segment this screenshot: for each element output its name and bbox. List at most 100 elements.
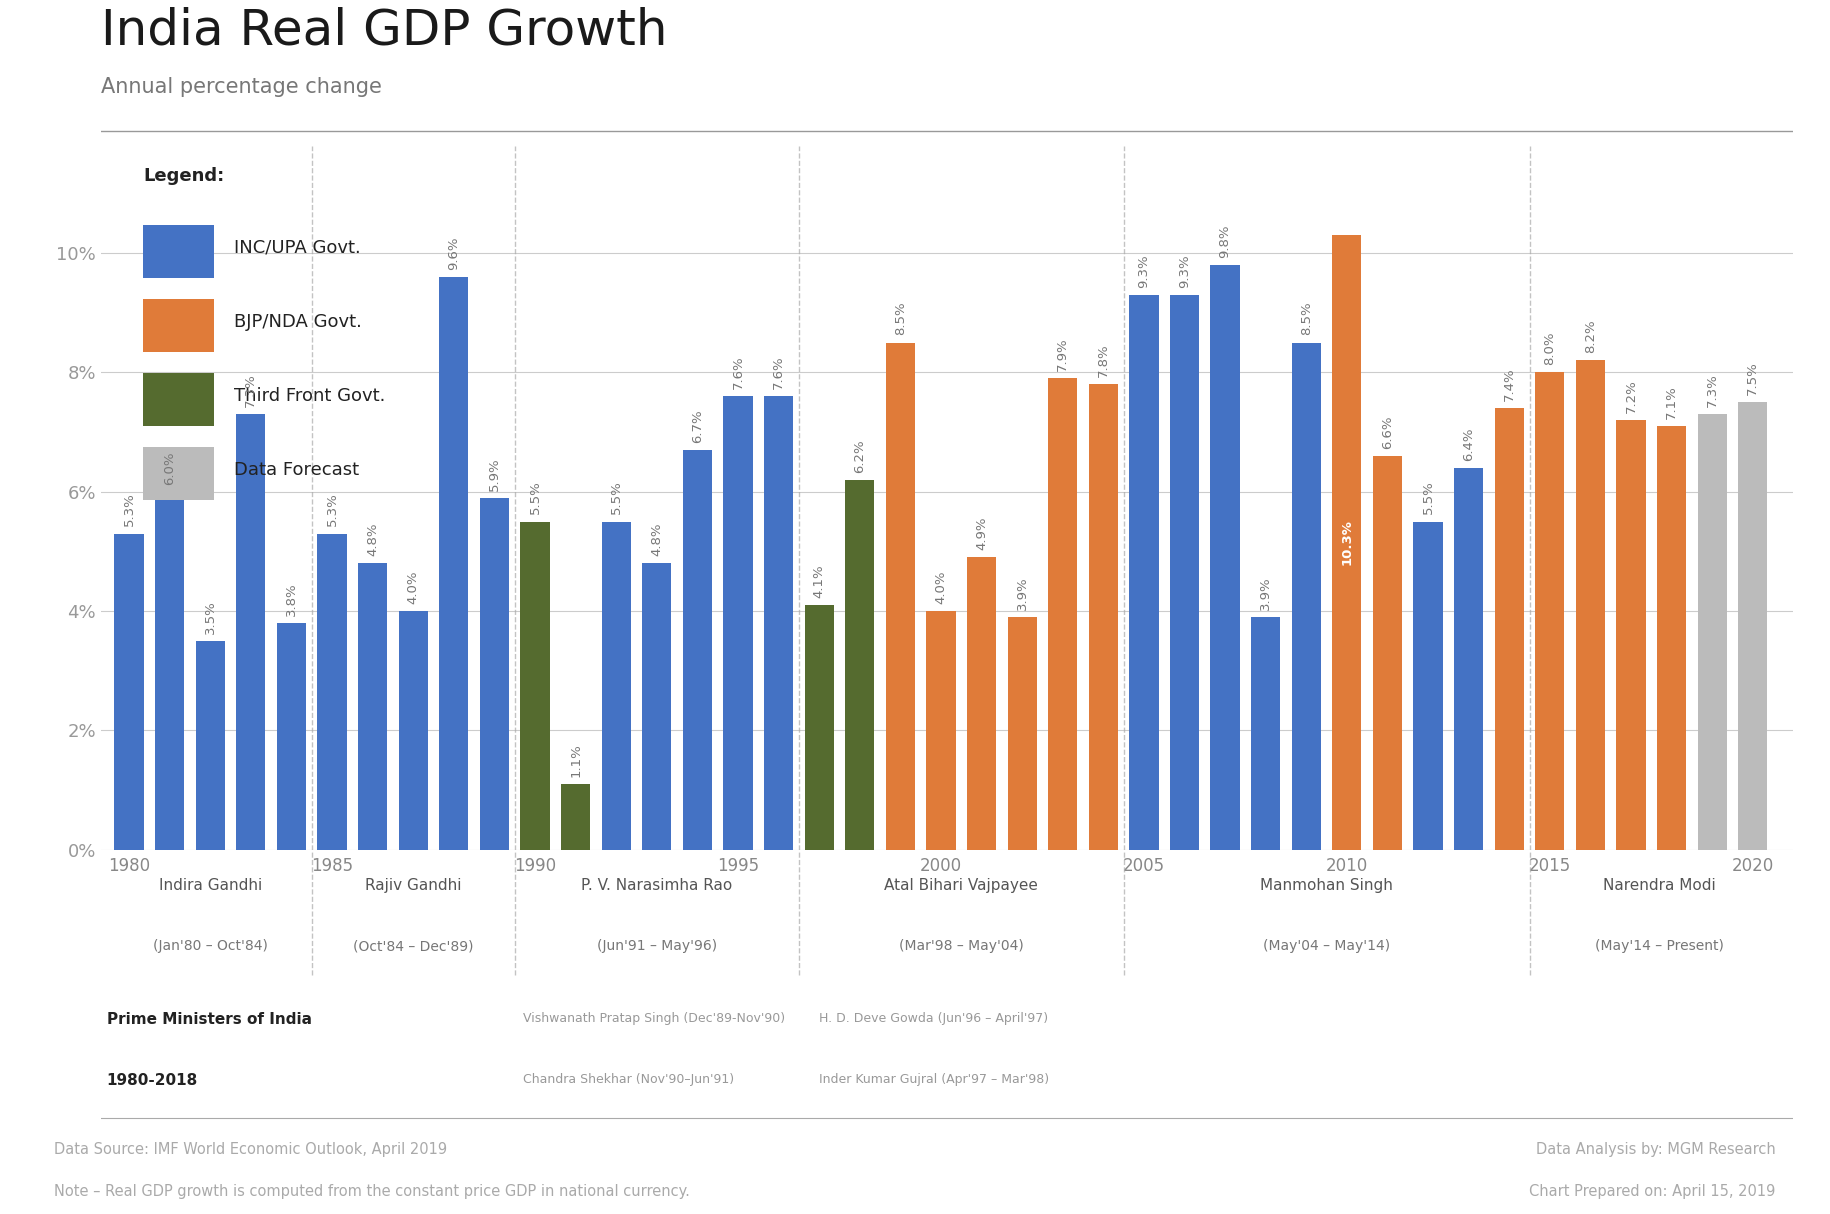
Text: Note – Real GDP growth is computed from the constant price GDP in national curre: Note – Real GDP growth is computed from … <box>55 1185 690 1199</box>
Text: (Jun'91 – May'96): (Jun'91 – May'96) <box>597 940 717 953</box>
Bar <box>845 480 875 850</box>
Text: 7.3%: 7.3% <box>245 373 258 407</box>
Bar <box>1008 617 1038 850</box>
Text: 6.4%: 6.4% <box>1462 427 1475 461</box>
Text: 5.5%: 5.5% <box>609 481 622 515</box>
Bar <box>1495 408 1524 850</box>
Bar <box>439 277 468 850</box>
Text: (Mar'98 – May'04): (Mar'98 – May'04) <box>899 940 1023 953</box>
Text: Narendra Modi: Narendra Modi <box>1603 878 1717 892</box>
Text: Third Front Govt.: Third Front Govt. <box>234 386 386 404</box>
Text: 7.5%: 7.5% <box>1746 362 1759 395</box>
Text: H. D. Deve Gowda (Jun'96 – April'97): H. D. Deve Gowda (Jun'96 – April'97) <box>820 1011 1049 1025</box>
Bar <box>966 557 996 850</box>
Text: Prime Ministers of India: Prime Ministers of India <box>106 1011 311 1027</box>
Bar <box>886 342 915 850</box>
Text: BJP/NDA Govt.: BJP/NDA Govt. <box>234 313 362 330</box>
Text: 7.8%: 7.8% <box>1096 344 1109 378</box>
Bar <box>1169 295 1199 850</box>
Text: 6.0%: 6.0% <box>163 452 176 484</box>
Bar <box>399 611 428 850</box>
Text: INC/UPA Govt.: INC/UPA Govt. <box>234 239 361 257</box>
Text: 4.0%: 4.0% <box>406 571 419 603</box>
Text: Chandra Shekhar (Nov'90–Jun'91): Chandra Shekhar (Nov'90–Jun'91) <box>523 1073 734 1087</box>
Text: 7.6%: 7.6% <box>732 356 745 390</box>
FancyBboxPatch shape <box>143 373 214 426</box>
Bar <box>196 641 225 850</box>
Text: 7.6%: 7.6% <box>772 356 785 390</box>
Bar <box>1372 456 1402 850</box>
Text: (Oct'84 – Dec'89): (Oct'84 – Dec'89) <box>353 940 474 953</box>
Text: (May'04 – May'14): (May'04 – May'14) <box>1263 940 1391 953</box>
Text: 9.3%: 9.3% <box>1138 254 1151 288</box>
Text: India Real GDP Growth: India Real GDP Growth <box>101 6 668 55</box>
Text: Inder Kumar Gujral (Apr'97 – Mar'98): Inder Kumar Gujral (Apr'97 – Mar'98) <box>820 1073 1049 1087</box>
Text: 4.8%: 4.8% <box>366 523 379 556</box>
Bar <box>520 522 549 850</box>
Text: 7.2%: 7.2% <box>1625 379 1638 413</box>
Bar <box>479 498 509 850</box>
Text: 7.3%: 7.3% <box>1706 373 1718 407</box>
Text: 3.9%: 3.9% <box>1016 577 1028 609</box>
Bar <box>236 414 265 850</box>
Bar <box>805 605 834 850</box>
Text: Rajiv Gandhi: Rajiv Gandhi <box>364 878 461 892</box>
Text: 5.5%: 5.5% <box>1422 481 1435 515</box>
Bar <box>317 533 346 850</box>
Bar <box>1738 402 1768 850</box>
Bar <box>1535 373 1565 850</box>
Text: Legend:: Legend: <box>143 166 225 185</box>
Bar <box>1129 295 1158 850</box>
Text: Chart Prepared on: April 15, 2019: Chart Prepared on: April 15, 2019 <box>1530 1185 1775 1199</box>
Bar <box>359 563 388 850</box>
Text: Data Source: IMF World Economic Outlook, April 2019: Data Source: IMF World Economic Outlook,… <box>55 1141 447 1157</box>
Text: 9.6%: 9.6% <box>447 237 461 270</box>
Text: 8.5%: 8.5% <box>893 302 908 335</box>
Text: Indira Gandhi: Indira Gandhi <box>159 878 262 892</box>
Bar <box>1576 361 1605 850</box>
Bar <box>1455 467 1484 850</box>
Text: 5.3%: 5.3% <box>123 493 135 527</box>
Text: 9.8%: 9.8% <box>1219 225 1232 257</box>
Bar <box>1413 522 1442 850</box>
Text: P. V. Narasimha Rao: P. V. Narasimha Rao <box>582 878 732 892</box>
Bar <box>1252 617 1281 850</box>
Text: 10.3%: 10.3% <box>1340 520 1354 566</box>
Text: 3.5%: 3.5% <box>203 600 216 634</box>
Bar <box>1292 342 1321 850</box>
Bar <box>602 522 631 850</box>
Text: 5.9%: 5.9% <box>489 456 501 490</box>
Text: 9.3%: 9.3% <box>1179 254 1191 288</box>
Text: 8.5%: 8.5% <box>1299 302 1312 335</box>
Bar <box>156 492 185 850</box>
Text: 7.4%: 7.4% <box>1502 368 1515 401</box>
Text: 8.2%: 8.2% <box>1585 319 1598 353</box>
Bar <box>926 611 955 850</box>
FancyBboxPatch shape <box>143 299 214 352</box>
Bar <box>1616 420 1645 850</box>
Text: 6.6%: 6.6% <box>1382 415 1394 449</box>
Text: 7.9%: 7.9% <box>1056 337 1069 371</box>
Text: 7.1%: 7.1% <box>1665 385 1678 419</box>
Bar <box>1332 236 1362 850</box>
Bar <box>723 396 752 850</box>
Text: Annual percentage change: Annual percentage change <box>101 78 381 97</box>
Text: 6.2%: 6.2% <box>853 439 866 472</box>
Text: 4.9%: 4.9% <box>975 517 988 550</box>
Text: (Jan'80 – Oct'84): (Jan'80 – Oct'84) <box>154 940 267 953</box>
Text: Vishwanath Pratap Singh (Dec'89-Nov'90): Vishwanath Pratap Singh (Dec'89-Nov'90) <box>523 1011 785 1025</box>
Text: 3.9%: 3.9% <box>1259 577 1272 609</box>
Text: 1.1%: 1.1% <box>569 743 582 777</box>
Text: Atal Bihari Vajpayee: Atal Bihari Vajpayee <box>884 878 1038 892</box>
Text: 8.0%: 8.0% <box>1543 331 1556 365</box>
Bar <box>1656 426 1685 850</box>
Bar <box>1049 379 1078 850</box>
Text: 1980-2018: 1980-2018 <box>106 1073 198 1088</box>
Text: Data Forecast: Data Forecast <box>234 460 359 478</box>
Bar <box>763 396 792 850</box>
FancyBboxPatch shape <box>143 447 214 499</box>
Bar <box>642 563 672 850</box>
Text: 6.7%: 6.7% <box>692 409 705 443</box>
Bar <box>276 623 306 850</box>
Bar <box>115 533 145 850</box>
